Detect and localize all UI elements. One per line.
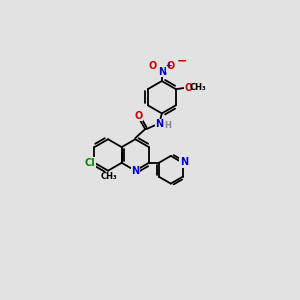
Text: +: + <box>165 61 171 70</box>
Text: N: N <box>131 166 139 176</box>
Text: N: N <box>155 119 164 130</box>
Text: Cl: Cl <box>85 158 96 168</box>
Text: O: O <box>184 83 192 93</box>
Text: CH₃: CH₃ <box>101 172 118 181</box>
Text: −: − <box>177 54 188 67</box>
Text: O: O <box>167 61 175 71</box>
Text: CH₃: CH₃ <box>190 83 207 92</box>
Text: N: N <box>158 67 166 77</box>
Text: H: H <box>164 121 171 130</box>
Text: N: N <box>180 158 188 167</box>
Text: O: O <box>135 111 143 121</box>
Text: O: O <box>149 61 157 71</box>
